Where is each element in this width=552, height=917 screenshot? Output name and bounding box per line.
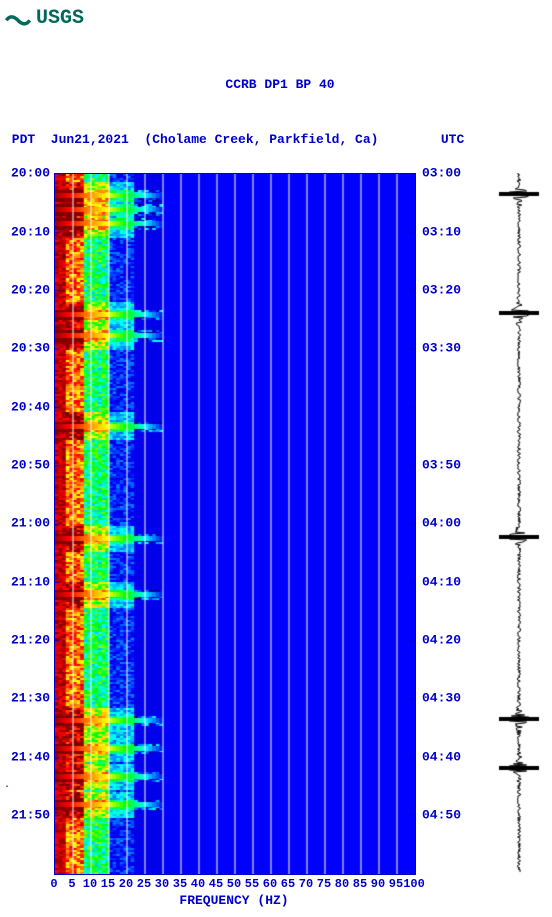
x-tick: 75	[317, 877, 331, 891]
x-tick: 95	[389, 877, 403, 891]
x-tick: 25	[137, 877, 151, 891]
x-tick: 50	[227, 877, 241, 891]
y-left-tick: 20:10	[8, 224, 50, 239]
seismogram	[494, 173, 544, 873]
y-right-tick: 03:10	[422, 224, 464, 239]
x-tick: 40	[191, 877, 205, 891]
x-tick: 55	[245, 877, 259, 891]
y-axis-left: 20:0020:1020:2020:3020:4020:5021:0021:10…	[8, 173, 50, 873]
y-left-tick: 20:40	[8, 399, 50, 414]
footnote: .	[4, 780, 10, 791]
station-title: CCRB DP1 BP 40	[4, 76, 552, 94]
y-left-tick: 21:40	[8, 749, 50, 764]
y-left-tick: 21:30	[8, 691, 50, 706]
y-right-tick: 03:30	[422, 341, 464, 356]
y-right-tick: 04:20	[422, 633, 464, 648]
x-axis-title: FREQUENCY (HZ)	[54, 893, 414, 908]
spectrogram-plot	[54, 173, 416, 875]
y-right-tick: 03:00	[422, 166, 464, 181]
x-tick: 100	[403, 877, 425, 891]
wave-icon	[4, 4, 32, 32]
y-left-tick: 21:20	[8, 632, 50, 647]
y-left-tick: 20:20	[8, 282, 50, 297]
x-tick: 15	[101, 877, 115, 891]
logo-text: USGS	[36, 7, 84, 30]
y-right-tick: 04:50	[422, 808, 464, 823]
y-right-tick: 04:00	[422, 516, 464, 531]
y-left-tick: 20:30	[8, 341, 50, 356]
y-right-tick: 04:30	[422, 691, 464, 706]
x-tick: 85	[353, 877, 367, 891]
x-tick: 30	[155, 877, 169, 891]
chart-area: 20:0020:1020:2020:3020:4020:5021:0021:10…	[4, 173, 552, 913]
x-tick: 80	[335, 877, 349, 891]
x-tick: 10	[83, 877, 97, 891]
y-left-tick: 21:10	[8, 574, 50, 589]
x-tick: 60	[263, 877, 277, 891]
x-axis: 0510152025303540455055606570758085909510…	[54, 873, 414, 913]
x-tick: 90	[371, 877, 385, 891]
x-tick: 5	[68, 877, 75, 891]
y-left-tick: 20:50	[8, 457, 50, 472]
y-right-tick: 04:10	[422, 574, 464, 589]
spectrogram-canvas	[55, 174, 415, 874]
chart-header: CCRB DP1 BP 40 PDT Jun21,2021 (Cholame C…	[4, 40, 552, 167]
seismogram-canvas	[494, 173, 544, 873]
x-tick: 0	[50, 877, 57, 891]
x-tick: 45	[209, 877, 223, 891]
y-left-tick: 21:50	[8, 807, 50, 822]
usgs-logo: USGS	[4, 4, 552, 32]
y-right-tick: 03:50	[422, 458, 464, 473]
x-tick: 70	[299, 877, 313, 891]
y-right-tick: 04:40	[422, 749, 464, 764]
y-axis-right: 03:0003:1003:2003:3003:5004:0004:1004:20…	[422, 173, 464, 873]
y-left-tick: 20:00	[8, 166, 50, 181]
y-right-tick: 03:20	[422, 283, 464, 298]
header-line2: PDT Jun21,2021 (Cholame Creek, Parkfield…	[4, 131, 552, 149]
x-tick: 35	[173, 877, 187, 891]
y-left-tick: 21:00	[8, 516, 50, 531]
x-tick: 20	[119, 877, 133, 891]
x-tick: 65	[281, 877, 295, 891]
